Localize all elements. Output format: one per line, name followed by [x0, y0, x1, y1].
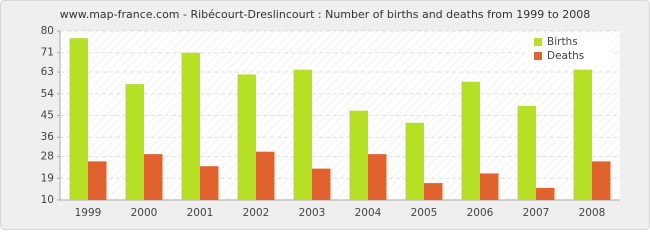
bar — [368, 154, 387, 200]
x-tick-label: 2002 — [243, 207, 270, 219]
bar — [69, 38, 88, 200]
y-tick-label: 45 — [41, 110, 54, 122]
y-tick-label: 10 — [41, 194, 54, 206]
legend-swatch — [534, 38, 542, 46]
legend-swatch — [534, 52, 542, 60]
x-tick-label: 2005 — [411, 207, 438, 219]
y-tick-label: 80 — [41, 25, 54, 37]
bar — [88, 161, 107, 200]
chart: www.map-france.com - Ribécourt-Dreslinco… — [0, 0, 650, 230]
bar — [144, 154, 163, 200]
legend-label: Deaths — [547, 50, 584, 62]
x-tick-label: 2003 — [299, 207, 326, 219]
bar — [573, 69, 592, 200]
bar — [480, 173, 499, 200]
page: {"chart_data": {"type": "bar", "title": … — [0, 0, 650, 230]
bar — [424, 183, 443, 200]
bar — [405, 122, 424, 200]
bar — [256, 151, 275, 200]
chart-title: www.map-france.com - Ribécourt-Dreslinco… — [60, 8, 591, 21]
y-tick-label: 19 — [41, 172, 54, 184]
bar — [237, 74, 256, 200]
y-tick-label: 54 — [41, 88, 55, 100]
bar — [349, 110, 368, 200]
bar — [200, 166, 219, 200]
bar — [181, 52, 200, 200]
bar — [592, 161, 611, 200]
x-tick-label: 2007 — [523, 207, 550, 219]
bar — [536, 187, 555, 200]
legend-label: Births — [547, 36, 578, 48]
x-tick-label: 2006 — [467, 207, 494, 219]
x-tick-label: 2000 — [131, 207, 158, 219]
x-tick-label: 2004 — [355, 207, 382, 219]
bar — [517, 105, 536, 200]
y-tick-label: 36 — [41, 131, 55, 143]
x-tick-label: 2008 — [579, 207, 606, 219]
y-tick-label: 71 — [41, 47, 54, 59]
bar — [293, 69, 312, 200]
bar — [125, 84, 144, 200]
x-tick-label: 1999 — [75, 207, 102, 219]
bar — [461, 81, 480, 200]
x-tick-label: 2001 — [187, 207, 214, 219]
bar — [312, 168, 331, 200]
y-tick-label: 28 — [41, 151, 54, 163]
y-tick-label: 63 — [41, 66, 54, 78]
